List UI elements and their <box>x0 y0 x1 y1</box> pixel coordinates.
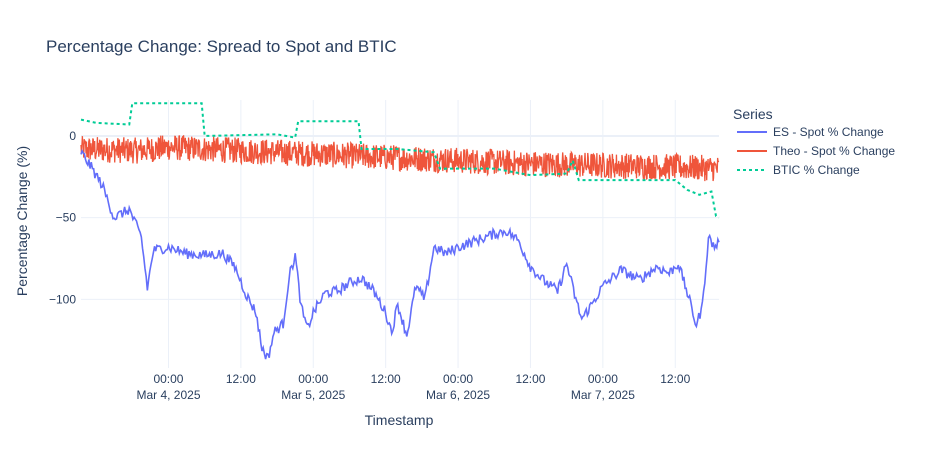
legend-title: Series <box>733 106 773 122</box>
x-axis-title: Timestamp <box>365 412 434 428</box>
legend-item[interactable]: Theo - Spot % Change <box>737 144 895 158</box>
x-tick-label: 12:00 <box>660 372 690 386</box>
x-tick-label: 12:00 <box>226 372 256 386</box>
x-tick-date-label: Mar 5, 2025 <box>281 388 345 402</box>
plot-area[interactable] <box>80 100 720 368</box>
y-tick-label: 0 <box>69 129 76 143</box>
y-axis-title: Percentage Change (%) <box>14 146 30 296</box>
x-tick-label: 12:00 <box>371 372 401 386</box>
legend-item[interactable]: ES - Spot % Change <box>737 125 884 139</box>
series-line-theo-spot <box>80 135 720 182</box>
x-tick-label: 00:00 <box>588 372 618 386</box>
x-tick-label: 00:00 <box>153 372 183 386</box>
legend-label: Theo - Spot % Change <box>773 144 895 158</box>
x-tick-date-label: Mar 7, 2025 <box>571 388 635 402</box>
x-axis-ticks: 00:00 Mar 4, 2025 12:00 00:00 Mar 5, 2025 12:… <box>136 372 690 402</box>
series-line-es-spot <box>80 148 720 360</box>
x-tick-label: 12:00 <box>515 372 545 386</box>
legend-label: BTIC % Change <box>773 163 860 177</box>
y-tick-label: −100 <box>49 292 76 306</box>
y-axis-ticks: 0 −50 −100 <box>49 129 76 306</box>
chart-title: Percentage Change: Spread to Spot and BT… <box>46 37 397 56</box>
legend: Series ES - Spot % Change Theo - Spot % C… <box>733 106 895 177</box>
x-tick-date-label: Mar 6, 2025 <box>426 388 490 402</box>
x-tick-label: 00:00 <box>443 372 473 386</box>
series-layer <box>80 102 720 360</box>
y-tick-label: −50 <box>56 211 77 225</box>
x-tick-label: 00:00 <box>298 372 328 386</box>
series-line-btic <box>80 102 720 219</box>
legend-label: ES - Spot % Change <box>773 125 884 139</box>
legend-item[interactable]: BTIC % Change <box>737 163 860 177</box>
x-tick-date-label: Mar 4, 2025 <box>136 388 200 402</box>
